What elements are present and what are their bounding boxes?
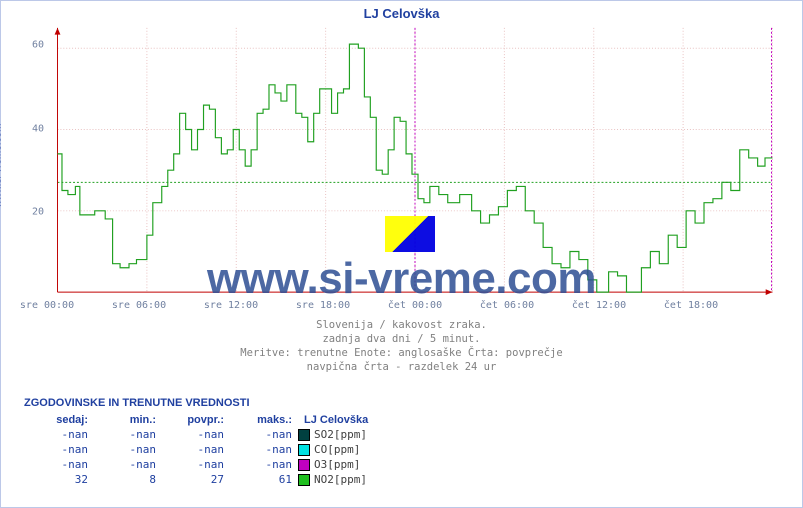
x-tick-label: čet 00:00: [388, 300, 442, 311]
table-cell: -nan: [230, 428, 296, 441]
table-series-cell: NO2[ppm]: [298, 473, 372, 486]
table-series-cell: SO2[ppm]: [298, 428, 372, 441]
x-tick-label: čet 12:00: [572, 300, 626, 311]
caption-line: zadnja dva dni / 5 minut.: [0, 332, 803, 346]
y-tick-label: 40: [32, 123, 44, 134]
x-tick-label: čet 06:00: [480, 300, 534, 311]
x-tick-label: sre 06:00: [112, 300, 166, 311]
y-tick-label: 60: [32, 39, 44, 50]
caption-line: navpična črta - razdelek 24 ur: [0, 360, 803, 374]
table-cell: -nan: [94, 428, 160, 441]
x-tick-label: sre 12:00: [204, 300, 258, 311]
table-header: maks.:: [230, 414, 296, 426]
table-series-header: LJ Celovška: [298, 414, 372, 426]
table-cell: -nan: [94, 458, 160, 471]
history-section-title: ZGODOVINSKE IN TRENUTNE VREDNOSTI: [24, 397, 250, 409]
table-row: 3282761NO2[ppm]: [26, 473, 372, 486]
x-tick-label: čet 18:00: [664, 300, 718, 311]
y-axis-labels: 20 40 60: [0, 24, 44, 296]
x-axis-labels: sre 00:00sre 06:00sre 12:00sre 18:00čet …: [47, 300, 783, 314]
table-series-cell: O3[ppm]: [298, 458, 372, 471]
y-tick-label: 20: [32, 207, 44, 218]
table-cell: -nan: [26, 458, 92, 471]
caption-line: Meritve: trenutne Enote: anglosaške Črta…: [0, 346, 803, 360]
table-cell: 32: [26, 473, 92, 486]
x-tick-label: sre 18:00: [296, 300, 350, 311]
table-cell: -nan: [230, 443, 296, 456]
table-cell: -nan: [230, 458, 296, 471]
table-header: sedaj:: [26, 414, 92, 426]
chart-svg: [47, 24, 783, 296]
table-cell: -nan: [94, 443, 160, 456]
chart-plot-area: [47, 24, 783, 296]
history-table: sedaj:min.:povpr.:maks.:LJ Celovška-nan-…: [24, 412, 374, 488]
table-cell: 27: [162, 473, 228, 486]
chart-title: LJ Celovška: [0, 6, 803, 21]
table-cell: -nan: [26, 443, 92, 456]
table-cell: -nan: [162, 458, 228, 471]
table-row: -nan-nan-nan-nanSO2[ppm]: [26, 428, 372, 441]
table-header: povpr.:: [162, 414, 228, 426]
chart-captions: Slovenija / kakovost zraka.zadnja dva dn…: [0, 318, 803, 374]
table-cell: -nan: [26, 428, 92, 441]
table-cell: 61: [230, 473, 296, 486]
table-series-cell: CO[ppm]: [298, 443, 372, 456]
table-row: -nan-nan-nan-nanO3[ppm]: [26, 458, 372, 471]
table-header: min.:: [94, 414, 160, 426]
table-cell: -nan: [162, 428, 228, 441]
table-cell: 8: [94, 473, 160, 486]
x-tick-label: sre 00:00: [20, 300, 74, 311]
table-cell: -nan: [162, 443, 228, 456]
table-row: -nan-nan-nan-nanCO[ppm]: [26, 443, 372, 456]
caption-line: Slovenija / kakovost zraka.: [0, 318, 803, 332]
